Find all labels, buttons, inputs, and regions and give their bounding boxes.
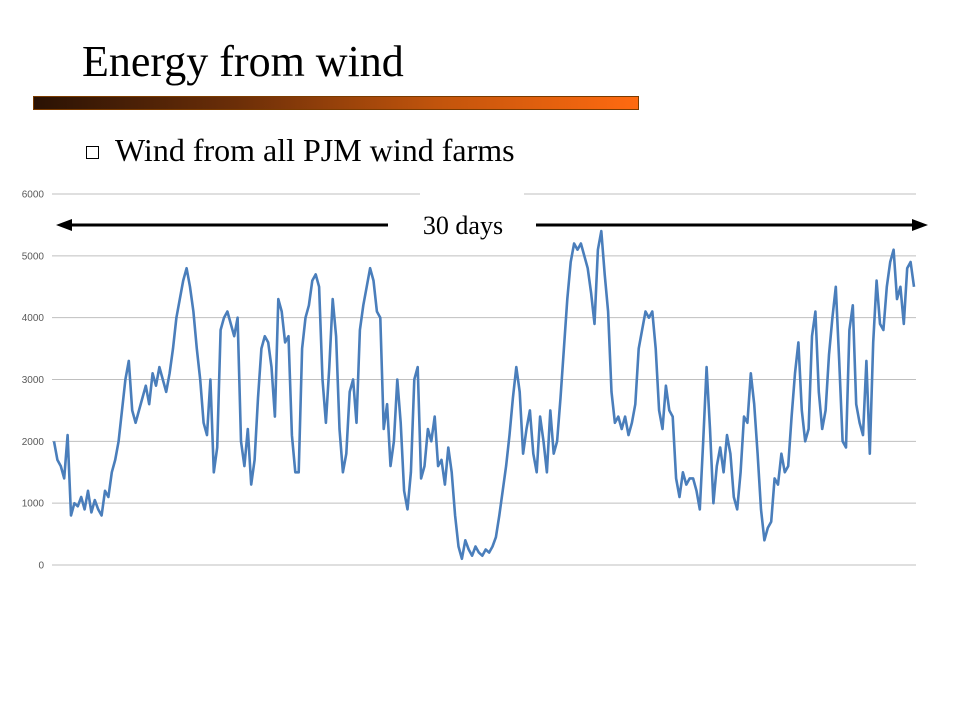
y-tick-label: 4000 [22, 313, 45, 324]
bullet-item: Wind from all PJM wind farms [86, 134, 515, 166]
annotation-label-background [420, 188, 524, 244]
bullet-text: Wind from all PJM wind farms [115, 132, 515, 168]
y-tick-label: 3000 [22, 375, 45, 386]
checkbox-bullet-icon [86, 145, 99, 159]
slide-title: Energy from wind [82, 37, 404, 86]
y-tick-label: 2000 [22, 437, 45, 448]
y-tick-label: 1000 [22, 499, 45, 510]
y-tick-label: 0 [38, 561, 44, 572]
arrow-right-head-icon [912, 219, 928, 231]
duration-annotation: 30 days [56, 188, 928, 244]
annotation-label: 30 days [423, 211, 503, 240]
series-line [52, 229, 916, 561]
arrow-left-head-icon [56, 219, 72, 231]
y-axis-tick-labels: 0 1000 2000 3000 4000 5000 6000 [22, 190, 45, 572]
y-tick-label: 5000 [22, 251, 45, 262]
chart-gridlines [52, 193, 916, 566]
title-underline-bar [33, 96, 639, 110]
y-tick-label: 6000 [22, 190, 45, 201]
